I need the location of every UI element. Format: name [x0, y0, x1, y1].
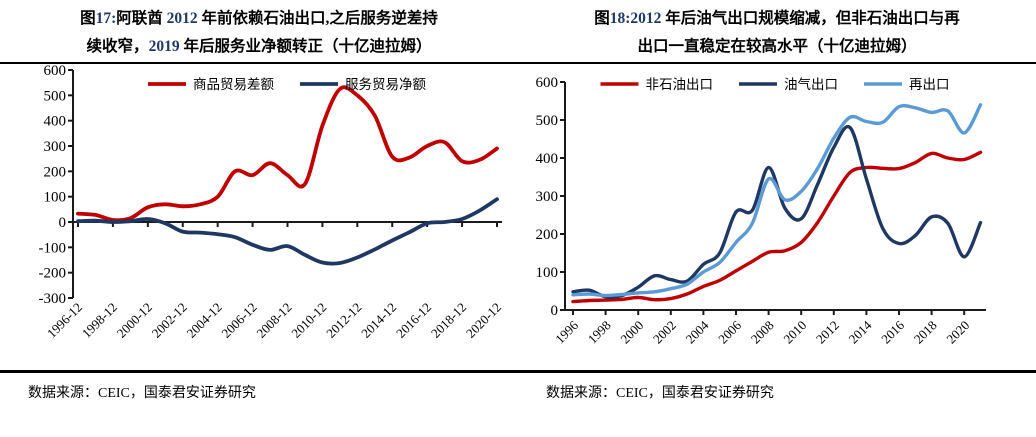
y-tick-label: 300: [44, 139, 67, 155]
data-source-text: 数据来源：CEIC，国泰君安证券研究: [28, 386, 256, 401]
x-tick-label: 2002: [650, 318, 679, 347]
axes: [560, 81, 986, 315]
title-text-segment: 年后油气出口规模缩减，但非石油出口与再: [661, 10, 960, 27]
x-tick-label: 2018-12: [428, 300, 469, 341]
y-tick-label: 600: [44, 64, 67, 79]
series-line-1: [571, 124, 983, 299]
chart-legend: 非石油出口 油气出口 再出口: [600, 77, 950, 92]
title-text-segment: 续收窄，: [86, 38, 149, 55]
series-lines: [571, 103, 983, 304]
x-tick-label: 2014-12: [358, 300, 399, 341]
y-tick-label: 400: [536, 151, 559, 167]
series-line-0: [76, 85, 499, 223]
y-tick-label: 0: [551, 303, 559, 319]
x-tick-label: 2006: [715, 317, 744, 346]
x-tick-label: 2004: [683, 317, 712, 346]
series-line-0: [571, 150, 983, 304]
y-tick-label: 500: [44, 88, 67, 104]
x-tick-label: 2008-12: [253, 300, 294, 341]
figure-title-line-1: 图18:2012 年后油气出口规模缩减，但非石油出口与再: [524, 5, 1030, 33]
x-tick-label: 2016: [878, 317, 907, 346]
x-tick-label: 1998: [585, 318, 614, 347]
y-tick-label: 300: [536, 189, 559, 205]
legend-label: 服务贸易净额: [345, 77, 426, 92]
x-tick-label: 2012: [813, 318, 842, 347]
data-source-row: 数据来源：CEIC，国泰君安证券研究: [0, 370, 518, 402]
x-tick-label: 1998-12: [79, 300, 120, 341]
x-tick-label: 2020: [943, 318, 972, 347]
title-number-segment: 2012: [166, 10, 198, 27]
title-text-segment: 图: [80, 10, 96, 27]
data-source-row: 数据来源：CEIC，国泰君安证券研究: [518, 370, 1036, 402]
y-tick-label: 400: [44, 114, 67, 130]
series-line-2: [571, 103, 983, 298]
axes: [68, 69, 502, 299]
title-text-segment: 图: [594, 10, 610, 27]
y-tick-label: -100: [39, 240, 67, 256]
series-line-1: [76, 197, 499, 266]
x-tick-label: 1996: [552, 317, 581, 346]
x-tick-label: 2012-12: [323, 300, 364, 341]
figure-17-panel: 图17:阿联酋 2012 年前依赖石油出口,之后服务逆差持 续收窄，2019 年…: [0, 0, 518, 402]
y-axis-labels: 600 500 400 300 200 100 0 -100 -200 -300: [39, 64, 67, 307]
y-axis-labels: 600 500 400 300 200 100 0: [536, 75, 559, 319]
x-tick-label: 2010-12: [288, 300, 329, 341]
title-text-segment: 年后服务业净额转正（十亿迪拉姆）: [179, 38, 432, 55]
figure-18-panel: 图18:2012 年后油气出口规模缩减，但非石油出口与再 出口一直稳定在较高水平…: [518, 0, 1036, 437]
y-tick-label: 200: [44, 164, 67, 180]
x-tick-label: 2002-12: [149, 300, 190, 341]
figure-title-line-2: 出口一直稳定在较高水平（十亿迪拉姆）: [524, 33, 1030, 61]
x-axis-labels: 1996-121998-122000-122002-122004-122006-…: [44, 300, 504, 341]
x-axis-labels: 1996 1998 2000 2002 2004 2006 2008 2010 2012 2014…: [552, 317, 972, 346]
figure-17-title: 图17:阿联酋 2012 年前依赖石油出口,之后服务逆差持 续收窄，2019 年…: [0, 0, 518, 64]
y-tick-label: 100: [44, 190, 67, 206]
figure-title-line-2: 续收窄，2019 年后服务业净额转正（十亿迪拉姆）: [6, 33, 512, 61]
title-text-segment: 出口一直稳定在较高水平（十亿迪拉姆）: [637, 38, 917, 55]
y-tick-label: 100: [536, 265, 559, 281]
figure-title-line-1: 图17:阿联酋 2012 年前依赖石油出口,之后服务逆差持: [6, 5, 512, 33]
x-tick-label: 2016-12: [393, 300, 434, 341]
x-tick-label: 2014: [846, 317, 875, 346]
x-tick-label: 2010: [780, 318, 809, 347]
title-number-segment: 18:2012: [609, 10, 662, 27]
y-tick-label: 500: [536, 113, 559, 129]
y-tick-label: -300: [39, 291, 67, 307]
x-tick-label: 2018: [911, 318, 940, 347]
chart-legend: 商品贸易差额 服务贸易净额: [148, 77, 426, 92]
title-text-segment: 阿联酋: [116, 10, 167, 27]
y-tick-label: 0: [59, 215, 67, 231]
x-tick-label: 2004-12: [184, 300, 225, 341]
title-number-segment: 2019: [148, 38, 180, 55]
legend-label: 商品贸易差额: [193, 77, 274, 92]
legend-label: 非石油出口: [646, 77, 714, 92]
figure-18-title: 图18:2012 年后油气出口规模缩减，但非石油出口与再 出口一直稳定在较高水平…: [518, 0, 1036, 64]
title-text-segment: 年前依赖石油出口,之后服务逆差持: [197, 10, 438, 27]
x-tick-label: 2000: [617, 318, 646, 347]
data-source-text: 数据来源：CEIC，国泰君安证券研究: [546, 386, 774, 401]
legend-label: 再出口: [909, 77, 950, 92]
y-tick-label: 600: [536, 75, 559, 91]
y-tick-label: 200: [536, 227, 559, 243]
series-lines: [76, 85, 499, 266]
x-tick-label: 2020-12: [463, 300, 504, 341]
line-chart-trade-balance: 600 500 400 300 200 100 0 -100 -200 -3001996-1219…: [39, 64, 505, 341]
title-number-segment: 17:: [95, 10, 117, 27]
legend-label: 油气出口: [784, 77, 838, 92]
x-tick-label: 2008: [748, 318, 777, 347]
x-tick-label: 2000-12: [114, 300, 155, 341]
y-tick-label: -200: [39, 266, 67, 282]
x-tick-label: 2006-12: [218, 300, 259, 341]
